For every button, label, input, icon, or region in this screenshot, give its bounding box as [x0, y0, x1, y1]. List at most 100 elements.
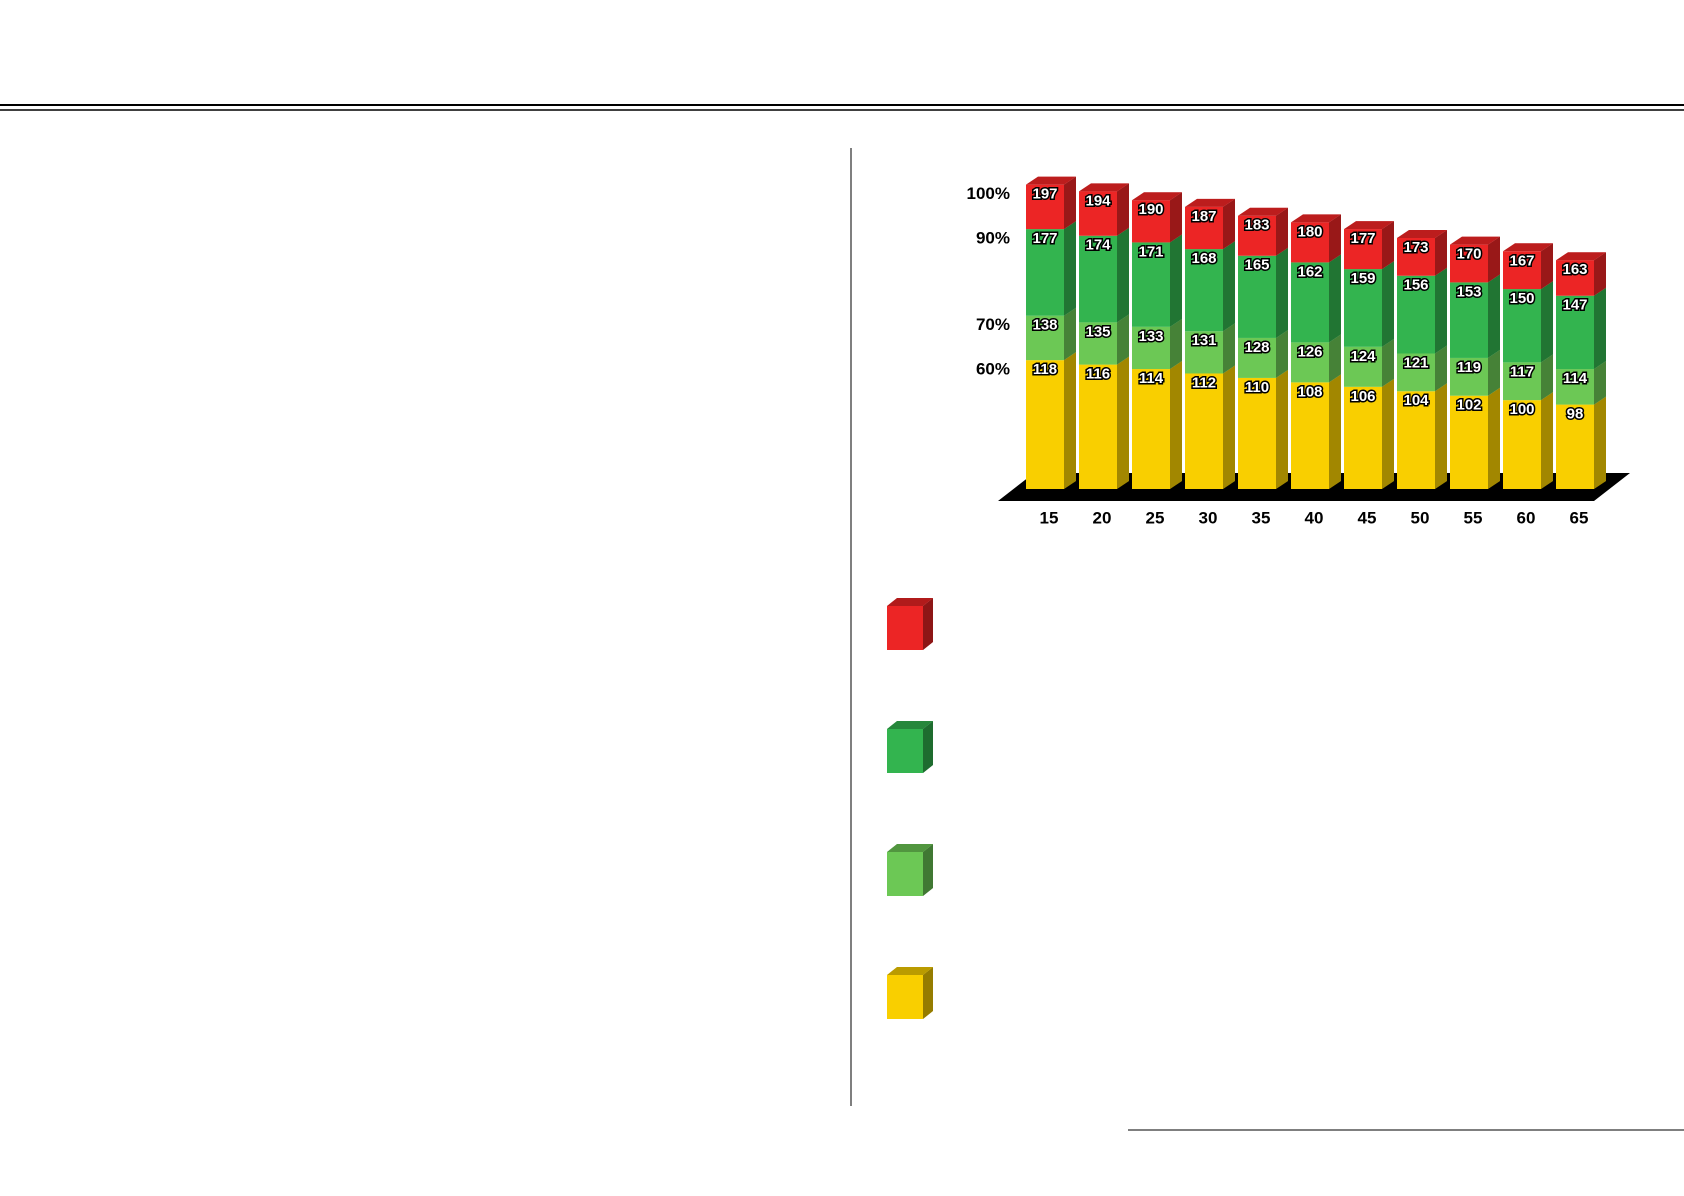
bar-side: [1541, 354, 1553, 401]
legend-swatch-top: [887, 844, 933, 852]
bar-side: [1170, 361, 1182, 489]
legend-swatch: [887, 975, 923, 1019]
bar-side-shade: [1064, 176, 1076, 230]
bar-side-shade: [1117, 183, 1129, 236]
bar-top: [1556, 252, 1606, 261]
bar-segment: [1503, 400, 1541, 489]
bar-side: [1223, 241, 1235, 332]
bar-segment: [1291, 382, 1329, 489]
bar-side: [1223, 198, 1235, 250]
value-label: 108: [1297, 383, 1322, 400]
bar-side: [1541, 243, 1553, 290]
bar-segment: [1291, 342, 1329, 383]
bar-side: [1488, 387, 1500, 489]
bar-segment: [1079, 322, 1117, 365]
bar-side: [1064, 352, 1076, 489]
bar-segment: [1344, 346, 1382, 387]
bar-side: [1594, 252, 1606, 296]
bar-side-shade: [1541, 392, 1553, 489]
bar-side-shade: [1382, 221, 1394, 270]
bar-segment: [1185, 331, 1223, 374]
legend-swatch-side: [923, 967, 933, 1019]
bar-top-shade: [1079, 183, 1129, 192]
bar-side-shade: [1223, 241, 1235, 332]
bar-side-shade: [1064, 307, 1076, 361]
bar-side-shade: [1064, 352, 1076, 489]
bar-segment: [1291, 262, 1329, 343]
value-label: 168: [1191, 250, 1216, 267]
value-label: 156: [1403, 277, 1428, 294]
bar-segment: [1026, 184, 1064, 230]
value-label: 159: [1350, 270, 1375, 287]
value-label: 126: [1297, 343, 1322, 360]
value-label: 190: [1138, 201, 1163, 218]
bar-segment: [1079, 191, 1117, 236]
y-label: 100%: [967, 184, 1010, 203]
bar-side-shade: [1170, 361, 1182, 489]
legend-swatch: [887, 852, 923, 896]
bar-side-shade: [1064, 221, 1076, 316]
bar-segment: [1450, 282, 1488, 358]
bar-side: [1329, 374, 1341, 489]
bar-side: [1223, 323, 1235, 374]
value-label: 135: [1085, 323, 1110, 340]
value-label: 165: [1244, 257, 1269, 274]
bar-segment: [1503, 362, 1541, 401]
legend-swatch-side: [923, 844, 933, 896]
bar-side-shade: [1223, 198, 1235, 250]
x-tick-label: 55: [1464, 508, 1483, 527]
bar-side-shade: [1276, 369, 1288, 489]
bar-side: [1064, 221, 1076, 316]
legend-swatch-top-shade: [887, 967, 933, 975]
x-tick-label: 45: [1358, 508, 1377, 527]
value-label: 106: [1350, 388, 1375, 405]
legend-swatch-side: [923, 721, 933, 773]
value-label: 112: [1192, 374, 1216, 391]
value-label: 100: [1509, 401, 1534, 418]
value-label: 128: [1244, 339, 1269, 356]
bar-top-shade: [1026, 176, 1076, 185]
legend-swatch-side-shade: [923, 598, 933, 650]
legend-swatch: [887, 729, 923, 773]
value-label: 104: [1403, 392, 1429, 409]
bar-top: [1291, 214, 1341, 223]
bar-side: [1064, 176, 1076, 230]
x-tick-label: 15: [1040, 508, 1059, 527]
bar-side: [1329, 254, 1341, 343]
bar-top-shade: [1556, 252, 1606, 261]
bar-segment: [1026, 315, 1064, 361]
bar-side-shade: [1594, 396, 1606, 489]
bar-side-shade: [1276, 207, 1288, 256]
bar-side: [1488, 274, 1500, 358]
bar-side-shade: [1223, 365, 1235, 489]
bar-side-shade: [1117, 356, 1129, 489]
bar-side: [1435, 229, 1447, 276]
value-label: 147: [1562, 297, 1587, 314]
bar-side: [1329, 214, 1341, 263]
bar-top: [1238, 207, 1288, 216]
value-label: 163: [1562, 261, 1587, 278]
bar-top: [1397, 229, 1447, 238]
bar-side: [1541, 281, 1553, 363]
value-label: 197: [1032, 186, 1057, 203]
bar-side-shade: [1541, 354, 1553, 401]
bar-side-shade: [1117, 314, 1129, 365]
bar-side: [1435, 267, 1447, 354]
value-label: 167: [1509, 252, 1534, 269]
bar-side-shade: [1117, 227, 1129, 323]
bar-side: [1117, 314, 1129, 365]
bar-top-shade: [1450, 236, 1500, 245]
bar-segment: [1132, 369, 1170, 489]
bar-side: [1223, 365, 1235, 489]
bar-side: [1594, 287, 1606, 370]
x-tick-label: 50: [1411, 508, 1430, 527]
value-label: 187: [1191, 208, 1216, 225]
value-label: 180: [1297, 223, 1322, 240]
bar-top: [1503, 243, 1553, 252]
bar-side: [1541, 392, 1553, 489]
bar-top-shade: [1397, 229, 1447, 238]
bar-side-shade: [1594, 252, 1606, 296]
legend-swatch-top: [887, 721, 933, 729]
